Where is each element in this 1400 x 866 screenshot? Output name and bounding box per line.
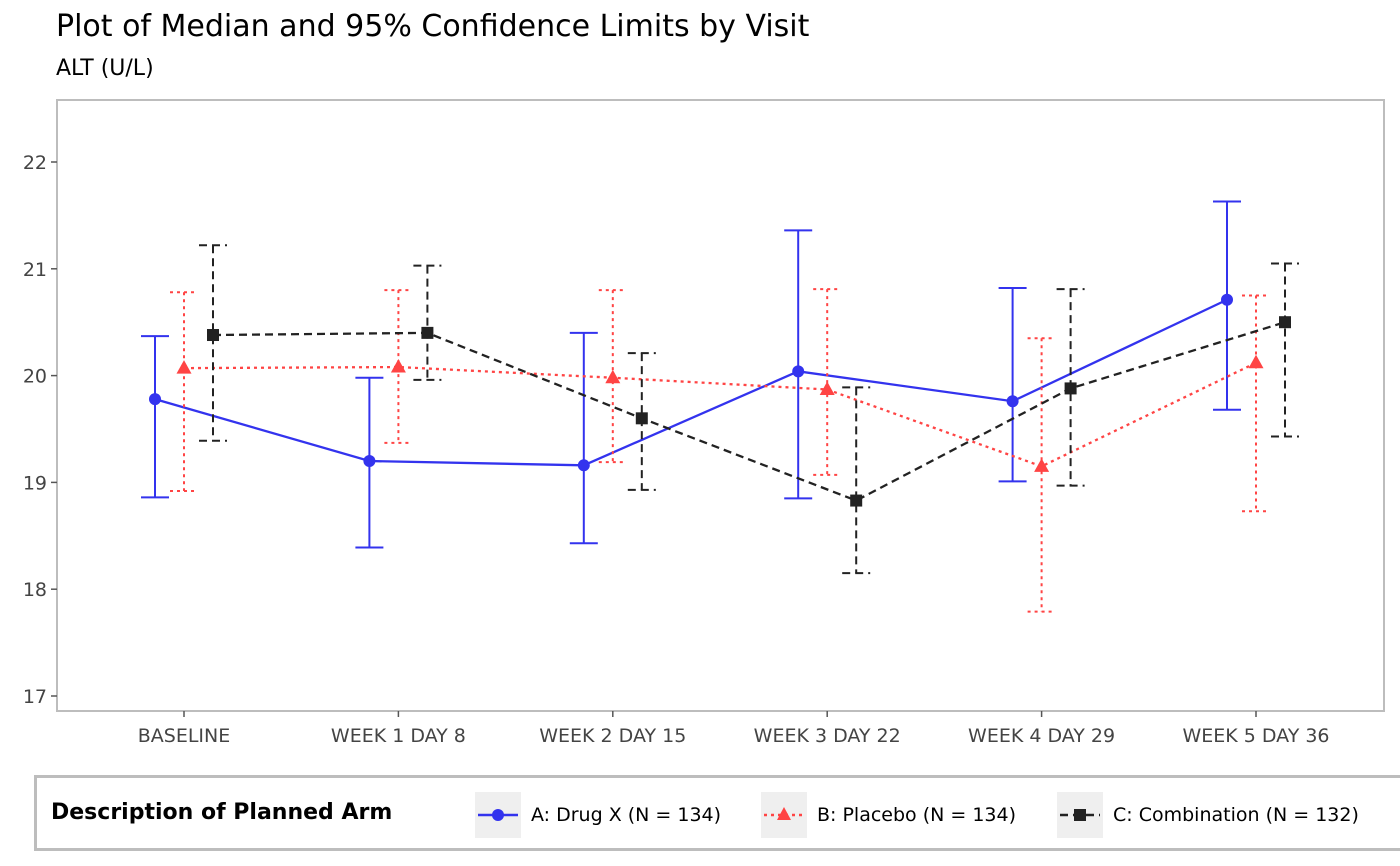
legend-title: Description of Planned Arm bbox=[51, 800, 393, 825]
x-tick-label: WEEK 3 DAY 22 bbox=[754, 725, 901, 747]
data-point bbox=[577, 459, 590, 472]
data-point bbox=[1221, 293, 1233, 306]
x-tick-label: WEEK 4 DAY 29 bbox=[968, 725, 1115, 747]
legend-label-combination: C: Combination (N = 132) bbox=[1113, 804, 1359, 826]
legend-key-combination bbox=[1057, 792, 1103, 838]
chart-subtitle: ALT (U/L) bbox=[56, 56, 154, 81]
data-point bbox=[819, 381, 835, 395]
series-line bbox=[183, 361, 1257, 468]
legend-item-combination: C: Combination (N = 132) bbox=[1057, 792, 1359, 838]
data-point bbox=[1034, 458, 1050, 472]
y-tick-label: 17 bbox=[23, 686, 47, 708]
y-tick-label: 19 bbox=[23, 472, 47, 494]
data-point bbox=[1006, 395, 1019, 408]
data-point bbox=[207, 329, 219, 342]
data-point bbox=[363, 455, 376, 468]
legend: Description of Planned Arm A: Drug X (N … bbox=[34, 775, 1400, 851]
legend-label-placebo: B: Placebo (N = 134) bbox=[817, 804, 1017, 826]
data-point bbox=[1064, 382, 1077, 395]
series-line bbox=[154, 298, 1228, 467]
data-point bbox=[635, 412, 648, 425]
legend-item-placebo: B: Placebo (N = 134) bbox=[761, 792, 1016, 838]
legend-label-drug-x: A: Drug X (N = 134) bbox=[531, 804, 722, 826]
y-tick-label: 20 bbox=[23, 366, 47, 388]
series-1 bbox=[141, 200, 1241, 549]
data-point bbox=[1279, 316, 1291, 329]
chart-area: 17 18 19 20 21 22 BASELINE WEEK 1 DAY 8 WEEK 2 … bbox=[23, 99, 1385, 747]
legend-item-drug-x: A: Drug X (N = 134) bbox=[475, 792, 721, 838]
data-point bbox=[792, 365, 805, 378]
data-point bbox=[149, 393, 161, 406]
series-3 bbox=[199, 244, 1299, 575]
x-tick-label: BASELINE bbox=[138, 725, 231, 747]
series-line bbox=[212, 321, 1286, 502]
data-point bbox=[390, 359, 406, 373]
y-tick-label: 22 bbox=[23, 152, 47, 174]
legend-key-placebo bbox=[761, 792, 807, 838]
data-point bbox=[176, 360, 192, 374]
series-layer bbox=[141, 200, 1299, 613]
x-tick-label: WEEK 5 DAY 36 bbox=[1182, 725, 1329, 747]
x-tick-label: WEEK 2 DAY 15 bbox=[539, 725, 686, 747]
data-point bbox=[421, 326, 434, 339]
y-tick-label: 18 bbox=[23, 579, 47, 601]
y-tick-label: 21 bbox=[23, 259, 47, 281]
data-point bbox=[1248, 354, 1264, 369]
data-point bbox=[605, 369, 621, 384]
x-axis: BASELINE WEEK 1 DAY 8 WEEK 2 DAY 15 WEEK 3 … bbox=[138, 711, 1330, 747]
legend-key-drug-x bbox=[475, 792, 521, 838]
chart-title: Plot of Median and 95% Confidence Limits… bbox=[56, 9, 810, 44]
data-point bbox=[850, 494, 863, 507]
y-axis: 17 18 19 20 21 22 bbox=[23, 152, 57, 708]
x-tick-label: WEEK 1 DAY 8 bbox=[331, 725, 466, 747]
